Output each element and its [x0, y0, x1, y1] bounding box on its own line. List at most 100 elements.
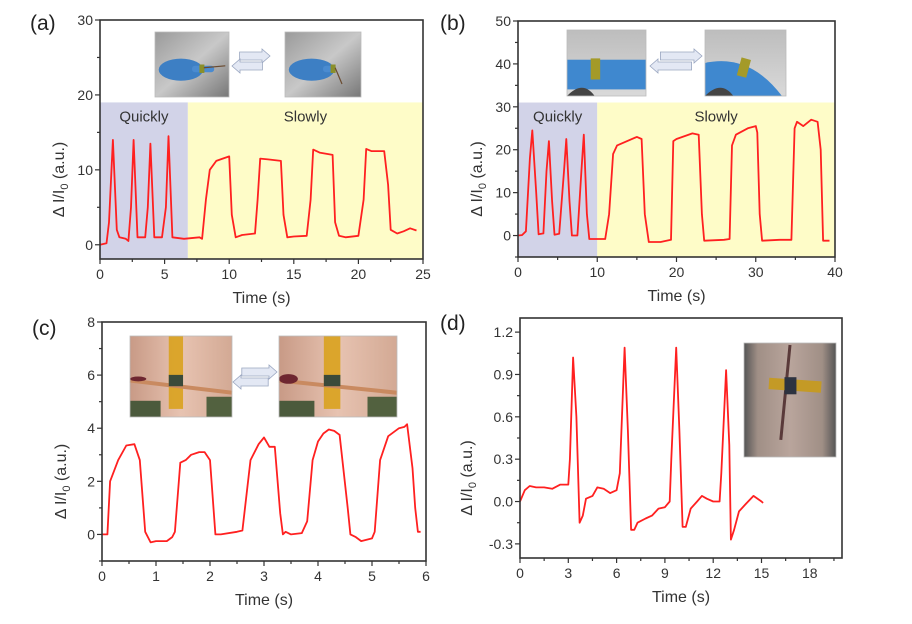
neck-sensor-photo [743, 342, 837, 458]
y-axis-title-main: Δ I/I [51, 190, 68, 218]
y-axis-title-main: Δ I/I [469, 189, 486, 217]
x-tick-label: 12 [705, 565, 721, 581]
y-tick-label: 40 [495, 56, 511, 72]
arrow-left-icon [649, 58, 692, 74]
region-quickly [518, 102, 598, 257]
face-mouth-open-photo [278, 335, 398, 418]
region-label: Quickly [119, 108, 169, 125]
y-axis-title-unit: (a.u.) [469, 141, 486, 183]
photo-border [278, 335, 398, 418]
y-tick-label: 50 [495, 13, 511, 29]
x-tick-label: 5 [161, 266, 169, 282]
x-tick-label: 25 [415, 266, 431, 282]
y-tick-label: 20 [77, 87, 93, 103]
photo-border [129, 335, 233, 418]
x-tick-label: 5 [368, 568, 376, 584]
arrow-right-icon [660, 48, 703, 64]
data-line [99, 135, 417, 246]
photo-border [154, 31, 230, 98]
y-tick-label: 0 [85, 237, 93, 253]
mouth [130, 376, 147, 382]
x-axis-title: Time (s) [235, 592, 293, 609]
double-arrow-icon [232, 364, 278, 390]
shirt [279, 400, 315, 417]
tape-strip [168, 336, 184, 409]
gloved-wrist-bent-photo [704, 29, 787, 97]
region-slowly [187, 102, 423, 260]
x-axis-title: Time (s) [647, 288, 705, 305]
y-axis-title-subscript: 0 [59, 184, 71, 190]
shirt [206, 396, 232, 417]
region-label: Quickly [533, 109, 583, 126]
sensor [168, 374, 184, 387]
x-tick-label: 0 [514, 264, 522, 280]
double-arrow-icon [649, 48, 703, 74]
shirt [367, 396, 397, 417]
x-tick-label: 20 [351, 266, 367, 282]
sensor-strip [736, 57, 751, 78]
y-tick-label: 0.6 [494, 409, 514, 425]
glove-hand [288, 58, 335, 81]
x-tick-label: 15 [286, 266, 302, 282]
y-axis-title-unit: (a.u.) [51, 142, 68, 184]
y-tick-label: 4 [87, 420, 95, 436]
sensor [323, 374, 341, 387]
photo-border [704, 29, 787, 97]
x-tick-label: 18 [802, 565, 818, 581]
x-tick-label: 30 [748, 264, 764, 280]
sensor-strip [199, 64, 205, 73]
x-tick-label: 40 [827, 264, 843, 280]
photo-border [566, 29, 647, 97]
y-tick-label: 0.9 [494, 366, 514, 382]
y-tick-label: 0 [87, 526, 95, 542]
y-tick-label: 30 [77, 12, 93, 28]
x-axis-title: Time (s) [232, 290, 290, 307]
y-axis-title-subscript: 0 [467, 482, 479, 488]
region-label: Slowly [694, 109, 738, 126]
data-line [519, 346, 764, 541]
y-axis-title: Δ I/I0 (a.u.) [51, 142, 71, 218]
x-tick-label: 10 [221, 266, 237, 282]
tape-strip [323, 336, 341, 409]
y-axis-title-subscript: 0 [477, 183, 489, 189]
mouth [279, 374, 298, 384]
x-axis-title: Time (s) [652, 589, 710, 606]
gloved-wrist [705, 61, 782, 96]
x-tick-label: 3 [260, 568, 268, 584]
y-tick-label: 1.2 [494, 324, 514, 340]
sensor-ribbon [278, 378, 398, 395]
y-tick-label: 0 [503, 228, 511, 244]
y-tick-label: 10 [77, 162, 93, 178]
y-axis-title-unit: (a.u.) [459, 440, 476, 482]
glove-hand [158, 58, 204, 81]
arrow-left-icon [232, 374, 269, 390]
sensor-strip [330, 64, 336, 73]
shadow [705, 87, 734, 96]
chart-panel-d: 0 3 6 9 12 15 18 -0.3 0.0 0.3 0.6 0.9 1.2 Time (s) Δ I… [440, 312, 843, 606]
photo-border [743, 342, 837, 458]
hand-finger-bent-photo [284, 31, 362, 98]
shirt [130, 400, 161, 417]
sensor-wire [334, 67, 343, 85]
sensor-ribbon [129, 378, 233, 395]
chart-panel-a: Quickly Slowly 0 5 10 15 20 25 0 10 20 30 Time (s) Δ … [30, 12, 431, 307]
y-tick-label: 20 [495, 142, 511, 158]
y-tick-label: 6 [87, 367, 95, 383]
chart-panel-b: Quickly Slowly 0 10 20 30 40 0 10 20 30 40 50 Time (s… [440, 12, 843, 305]
photo-background [744, 343, 836, 457]
x-tick-label: 2 [206, 568, 214, 584]
y-tick-label: -0.3 [489, 536, 513, 552]
gloved-wrist-straight-photo [566, 29, 647, 97]
x-tick-label: 20 [669, 264, 685, 280]
panel-label: (c) [32, 317, 57, 340]
y-tick-label: 0.3 [494, 451, 514, 467]
double-arrow-icon [231, 48, 271, 74]
y-axis-title-main: Δ I/I [459, 488, 476, 516]
photo-border [284, 31, 362, 98]
y-axis-title: Δ I/I0 (a.u.) [469, 141, 489, 217]
y-axis-title: Δ I/I0 (a.u.) [459, 440, 479, 516]
x-tick-label: 15 [754, 565, 770, 581]
arrow-right-icon [241, 364, 278, 380]
